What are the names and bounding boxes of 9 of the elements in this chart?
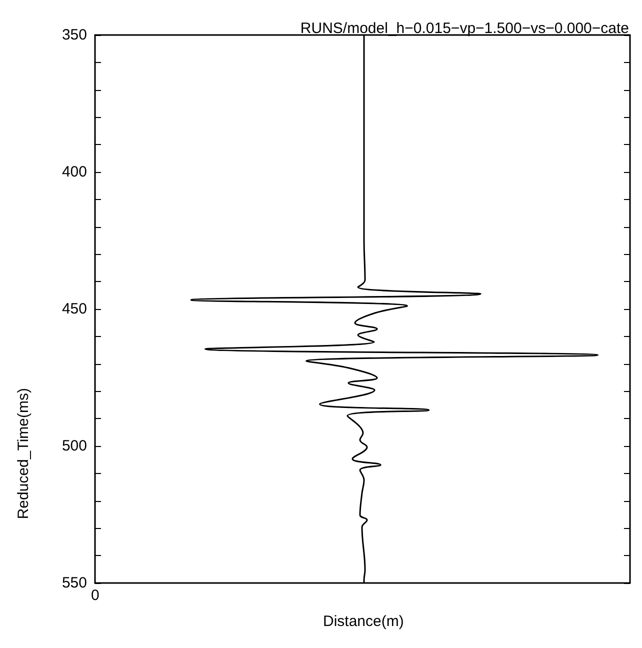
y-axis-title: Reduced_Time(ms): [15, 388, 32, 520]
y-tick-label: 450: [62, 300, 87, 318]
chart-title: RUNS/model_h−0.015−vp−1.500−vs−0.000−cate: [300, 20, 630, 37]
y-tick-label: 500: [62, 438, 87, 454]
y-tick-label: 400: [62, 164, 87, 180]
y-tick-label: 550: [62, 574, 87, 592]
x-axis-title: Distance(m): [323, 613, 404, 630]
y-tick-label: 350: [62, 26, 87, 44]
text: 0: [91, 587, 100, 604]
